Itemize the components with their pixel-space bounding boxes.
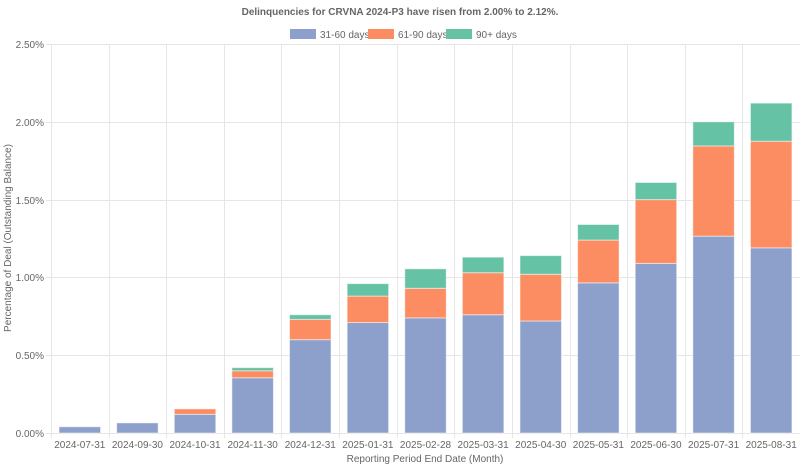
legend-swatch [446,29,472,39]
bar-segment-61-90-days [173,408,217,415]
x-axis: 2024-07-31 2024-09-30 2024-10-31 2024-11-30… [54,440,797,451]
bars [58,102,793,434]
bar-segment-90-days [461,256,505,274]
bar-segment-90-days [231,367,274,372]
bar-segment-31-60-days [58,426,102,434]
legend-label: 61-90 days [398,30,447,41]
bar-segment-31-60-days [577,282,620,434]
y-tick-label: 0.50% [16,351,44,362]
bar-segment-90-days [289,314,332,320]
x-tick-label: 2025-07-31 [688,440,740,451]
bar-segment-31-60-days [519,320,562,434]
chart-title: Delinquencies for CRVNA 2024-P3 have ris… [242,7,559,18]
bar-segment-61-90-days [634,199,678,264]
bar-segment-90-days [749,102,793,142]
legend: 31-60 days 61-90 days 90+ days [290,29,517,41]
y-axis-label: Percentage of Deal (Outstanding Balance) [3,144,14,332]
gridlines [46,44,800,438]
bar-segment-31-60-days [404,317,447,434]
x-tick-label: 2025-03-31 [458,440,510,451]
x-tick-label: 2025-08-31 [746,440,798,451]
bar-segment-90-days [404,268,447,289]
x-tick-label: 2025-04-30 [515,440,567,451]
bar-segment-90-days [577,223,620,241]
bar-segment-31-60-days [346,322,390,434]
bar-segment-31-60-days [749,247,793,434]
bar-segment-90-days [692,121,735,147]
x-axis-label: Reporting Period End Date (Month) [347,454,504,465]
x-tick-label: 2025-01-31 [342,440,394,451]
bar-segment-31-60-days [116,422,159,434]
legend-label: 90+ days [476,30,517,41]
x-tick-label: 2024-07-31 [54,440,106,451]
bar-segment-61-90-days [749,140,793,249]
y-axis: 0.00% 0.50% 1.00% 1.50% 2.00% 2.50% [16,40,44,440]
bar-segment-31-60-days [692,235,735,434]
x-tick-label: 2025-06-30 [630,440,682,451]
bar-segment-61-90-days [577,239,620,284]
bar-segment-61-90-days [404,287,447,319]
legend-label: 31-60 days [320,30,369,41]
bar-segment-61-90-days [346,295,390,324]
bar-segment-61-90-days [692,145,735,237]
legend-swatch [290,29,316,39]
x-tick-label: 2025-05-31 [573,440,625,451]
bar-segment-31-60-days [173,413,217,434]
bar-segment-31-60-days [461,314,505,434]
bar-segment-90-days [634,181,678,201]
y-tick-label: 1.00% [16,273,44,284]
bar-segment-61-90-days [519,273,562,322]
y-tick-label: 2.00% [16,118,44,129]
x-tick-label: 2024-11-30 [227,440,278,451]
bar-segment-61-90-days [461,272,505,316]
bar-segment-90-days [346,283,390,297]
bar-segment-61-90-days [231,370,274,379]
y-tick-label: 1.50% [16,196,44,207]
bar-segment-90-days [519,255,562,275]
y-tick-label: 0.00% [16,429,44,440]
x-tick-label: 2024-10-31 [169,440,221,451]
y-tick-label: 2.50% [16,40,44,51]
bar-segment-31-60-days [231,377,274,434]
bar-segment-31-60-days [289,339,332,434]
x-tick-label: 2025-02-28 [400,440,452,451]
bar-segment-31-60-days [634,262,678,434]
x-tick-label: 2024-12-31 [285,440,337,451]
bar-segment-61-90-days [289,318,332,341]
x-tick-label: 2024-09-30 [112,440,164,451]
legend-swatch [368,29,394,39]
